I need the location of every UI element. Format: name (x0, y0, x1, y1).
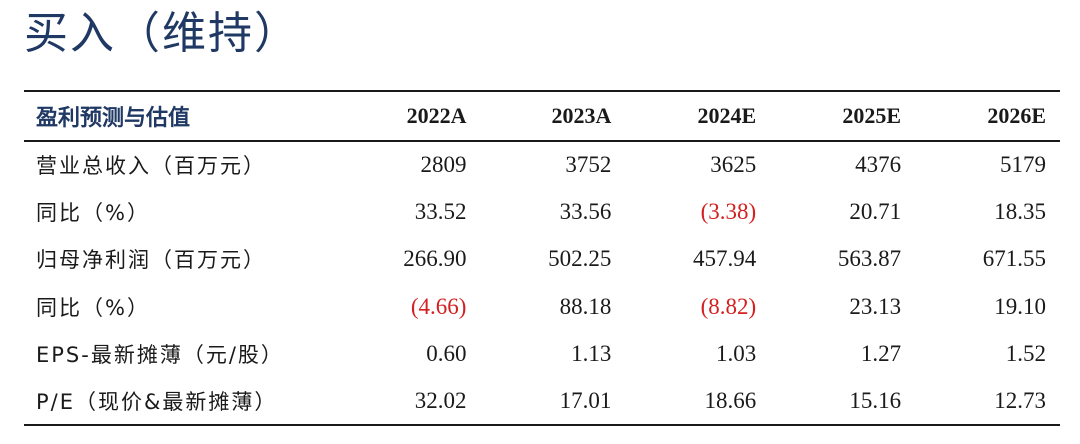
cell-value: 1.52 (1005, 340, 1046, 366)
cell-value: 1.27 (860, 340, 902, 366)
cell-value: 563.87 (837, 246, 902, 272)
cell-value: 266.90 (403, 246, 467, 272)
table-row: EPS-最新摊薄（元/股） 0.60 1.13 1.03 1.27 1.52 (24, 330, 1060, 377)
cell-value: 502.25 (548, 246, 612, 272)
cell-value: (8.82) (700, 293, 757, 319)
header-year: 2026E (915, 90, 1060, 142)
cell-value: 4376 (855, 152, 902, 178)
cell-value: 457.94 (692, 246, 757, 272)
table-row: 营业总收入（百万元） 2809 3752 3625 4376 5179 (24, 141, 1060, 188)
cell-value: 15.16 (770, 377, 916, 426)
rating-title: 买入（维持） (24, 8, 300, 59)
row-label: EPS-最新摊薄（元/股） (36, 342, 284, 367)
cell-value: 33.56 (559, 198, 612, 224)
cell-value: 1.03 (715, 340, 757, 366)
header-year: 2022A (335, 90, 481, 142)
row-label: 归母净利润（百万元） (36, 248, 266, 273)
cell-value: 20.71 (849, 198, 902, 224)
cell-value: 18.35 (994, 198, 1046, 224)
cell-value: 2809 (420, 152, 467, 178)
cell-value: 33.52 (414, 198, 467, 224)
header-year: 2024E (625, 90, 771, 142)
cell-value: 671.55 (982, 246, 1046, 272)
cell-value: 0.60 (426, 340, 467, 366)
cell-value: 32.02 (335, 377, 481, 426)
cell-value: 3625 (710, 152, 757, 178)
row-label: 同比（%） (36, 200, 150, 225)
cell-value: 88.18 (559, 293, 612, 319)
cell-value: 23.13 (849, 293, 902, 319)
row-label: P/E（现价&最新摊薄） (24, 377, 336, 426)
table-row: 同比（%） (4.66) 88.18 (8.82) 23.13 19.10 (24, 283, 1060, 330)
cell-value: 17.01 (480, 377, 626, 426)
header-year: 2025E (770, 90, 916, 142)
row-label: 同比（%） (36, 295, 150, 320)
cell-value: 18.66 (625, 377, 771, 426)
cell-value: 12.73 (915, 377, 1060, 426)
table-row: 同比（%） 33.52 33.56 (3.38) 20.71 18.35 (24, 188, 1060, 235)
table-row: P/E（现价&最新摊薄） 32.02 17.01 18.66 15.16 12.… (24, 377, 1060, 426)
cell-value: 19.10 (994, 293, 1046, 319)
table-header-row: 盈利预测与估值 2022A 2023A 2024E 2025E 2026E (24, 90, 1060, 142)
row-label: 营业总收入（百万元） (36, 154, 266, 179)
header-label: 盈利预测与估值 (24, 90, 336, 142)
cell-value: 1.13 (571, 340, 612, 366)
forecast-table: 盈利预测与估值 2022A 2023A 2024E 2025E 2026E 营业… (24, 90, 1060, 426)
cell-value: (4.66) (410, 293, 467, 319)
cell-value: (3.38) (700, 198, 757, 224)
table-row: 归母净利润（百万元） 266.90 502.25 457.94 563.87 6… (24, 236, 1060, 283)
cell-value: 3752 (565, 152, 612, 178)
header-year: 2023A (480, 90, 626, 142)
cell-value: 5179 (1000, 152, 1046, 178)
